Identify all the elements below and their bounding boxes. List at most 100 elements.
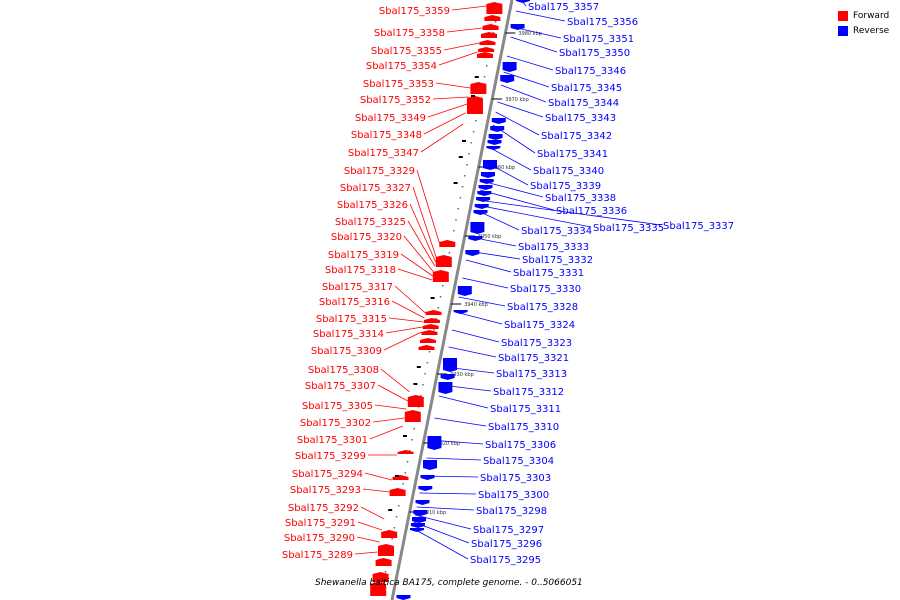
forward-gene[interactable] — [392, 475, 409, 480]
reverse-gene[interactable] — [477, 191, 492, 196]
gene-label-forward[interactable]: Sbal175_3294 — [292, 469, 363, 480]
reverse-gene[interactable] — [412, 517, 426, 523]
gene-label-reverse[interactable]: Sbal175_3344 — [548, 98, 619, 109]
gene-label-reverse[interactable]: Sbal175_3303 — [480, 473, 551, 484]
gene-label-reverse[interactable]: Sbal175_3300 — [478, 490, 549, 501]
gene-label-reverse[interactable]: Sbal175_3335 — [593, 223, 664, 234]
gene-label-reverse[interactable]: Sbal175_3297 — [473, 525, 544, 536]
gene-label-reverse[interactable]: Sbal175_3340 — [533, 166, 604, 177]
gene-label-forward[interactable]: Sbal175_3293 — [290, 485, 361, 496]
gene-label-forward[interactable]: Sbal175_3309 — [311, 346, 382, 357]
gene-label-forward[interactable]: Sbal175_3348 — [351, 130, 422, 141]
reverse-gene[interactable] — [427, 436, 442, 450]
gene-label-reverse[interactable]: Sbal175_3323 — [501, 338, 572, 349]
forward-gene[interactable] — [479, 40, 496, 45]
gene-label-forward[interactable]: Sbal175_3354 — [366, 61, 437, 72]
reverse-gene[interactable] — [410, 528, 424, 532]
gene-label-reverse[interactable]: Sbal175_3342 — [541, 131, 612, 142]
gene-label-forward[interactable]: Sbal175_3302 — [300, 418, 371, 429]
gene-label-reverse[interactable]: Sbal175_3313 — [496, 369, 567, 380]
gene-label-reverse[interactable]: Sbal175_3334 — [521, 226, 592, 237]
gene-label-forward[interactable]: Sbal175_3317 — [322, 282, 393, 293]
gene-label-reverse[interactable]: Sbal175_3333 — [518, 242, 589, 253]
gene-label-reverse[interactable]: Sbal175_3312 — [493, 387, 564, 398]
reverse-gene[interactable] — [515, 0, 530, 3]
gene-label-reverse[interactable]: Sbal175_3351 — [563, 34, 634, 45]
gene-label-reverse[interactable]: Sbal175_3295 — [470, 555, 541, 566]
gene-label-forward[interactable]: Sbal175_3289 — [282, 550, 353, 561]
reverse-gene[interactable] — [423, 460, 437, 470]
reverse-gene[interactable] — [413, 510, 428, 516]
forward-gene[interactable] — [381, 530, 398, 538]
reverse-gene[interactable] — [420, 475, 435, 480]
reverse-gene[interactable] — [483, 160, 497, 170]
reverse-gene[interactable] — [438, 382, 453, 394]
reverse-gene[interactable] — [443, 358, 457, 372]
gene-label-reverse[interactable]: Sbal175_3304 — [483, 456, 554, 467]
forward-gene[interactable] — [467, 96, 483, 114]
forward-gene[interactable] — [484, 15, 501, 21]
gene-label-forward[interactable]: Sbal175_3319 — [328, 250, 399, 261]
gene-label-reverse[interactable]: Sbal175_3341 — [537, 149, 608, 160]
reverse-gene[interactable] — [457, 286, 472, 296]
gene-label-forward[interactable]: Sbal175_3355 — [371, 46, 442, 57]
gene-label-reverse[interactable]: Sbal175_3356 — [567, 17, 638, 28]
reverse-gene[interactable] — [500, 75, 515, 83]
forward-gene[interactable] — [486, 2, 503, 14]
gene-label-forward[interactable]: Sbal175_3290 — [284, 533, 355, 544]
reverse-gene[interactable] — [502, 62, 517, 72]
gene-label-reverse[interactable]: Sbal175_3345 — [551, 83, 622, 94]
gene-label-reverse[interactable]: Sbal175_3343 — [545, 113, 616, 124]
gene-label-reverse[interactable]: Sbal175_3310 — [488, 422, 559, 433]
reverse-gene[interactable] — [481, 172, 495, 178]
gene-label-reverse[interactable]: Sbal175_3346 — [555, 66, 626, 77]
forward-gene[interactable] — [482, 24, 499, 30]
gene-label-forward[interactable]: Sbal175_3301 — [297, 435, 368, 446]
gene-label-forward[interactable]: Sbal175_3315 — [316, 314, 387, 325]
forward-gene[interactable] — [419, 338, 436, 343]
reverse-gene[interactable] — [470, 222, 485, 234]
gene-label-forward[interactable]: Sbal175_3359 — [379, 6, 450, 17]
reverse-gene[interactable] — [488, 134, 503, 140]
gene-label-forward[interactable]: Sbal175_3326 — [337, 200, 408, 211]
forward-gene[interactable] — [378, 544, 394, 556]
forward-gene[interactable] — [425, 310, 442, 315]
reverse-gene[interactable] — [468, 236, 483, 241]
forward-gene[interactable] — [439, 240, 456, 247]
forward-gene[interactable] — [404, 410, 421, 422]
gene-label-reverse[interactable]: Sbal175_3324 — [504, 320, 575, 331]
reverse-gene[interactable] — [479, 179, 494, 184]
gene-label-reverse[interactable]: Sbal175_3306 — [485, 440, 556, 451]
gene-label-reverse[interactable]: Sbal175_3331 — [513, 268, 584, 279]
reverse-gene[interactable] — [473, 210, 488, 215]
reverse-gene[interactable] — [490, 126, 505, 132]
gene-label-forward[interactable]: Sbal175_3314 — [313, 329, 384, 340]
gene-label-forward[interactable]: Sbal175_3316 — [319, 297, 390, 308]
reverse-gene[interactable] — [510, 24, 525, 30]
gene-label-reverse[interactable]: Sbal175_3339 — [530, 181, 601, 192]
reverse-gene[interactable] — [410, 523, 425, 528]
gene-label-reverse[interactable]: Sbal175_3332 — [522, 255, 593, 266]
gene-label-reverse[interactable]: Sbal175_3336 — [556, 206, 627, 217]
forward-gene[interactable] — [423, 318, 440, 323]
gene-label-reverse[interactable]: Sbal175_3328 — [507, 302, 578, 313]
gene-label-forward[interactable]: Sbal175_3318 — [325, 265, 396, 276]
reverse-gene[interactable] — [465, 250, 480, 256]
gene-label-forward[interactable]: Sbal175_3327 — [340, 183, 411, 194]
forward-gene[interactable] — [478, 47, 495, 52]
gene-label-reverse[interactable]: Sbal175_3298 — [476, 506, 547, 517]
forward-gene[interactable] — [375, 558, 392, 566]
gene-label-forward[interactable]: Sbal175_3349 — [355, 113, 426, 124]
gene-label-forward[interactable]: Sbal175_3352 — [360, 95, 431, 106]
gene-label-reverse[interactable]: Sbal175_3357 — [528, 2, 599, 13]
gene-label-reverse[interactable]: Sbal175_3338 — [545, 193, 616, 204]
forward-gene[interactable] — [435, 255, 452, 267]
gene-label-reverse[interactable]: Sbal175_3350 — [559, 48, 630, 59]
forward-gene[interactable] — [421, 330, 438, 335]
gene-label-forward[interactable]: Sbal175_3308 — [308, 365, 379, 376]
forward-gene[interactable] — [470, 82, 487, 94]
gene-label-forward[interactable]: Sbal175_3358 — [374, 28, 445, 39]
gene-label-reverse[interactable]: Sbal175_3337 — [663, 221, 734, 232]
reverse-gene[interactable] — [478, 185, 493, 190]
gene-label-forward[interactable]: Sbal175_3325 — [335, 217, 406, 228]
